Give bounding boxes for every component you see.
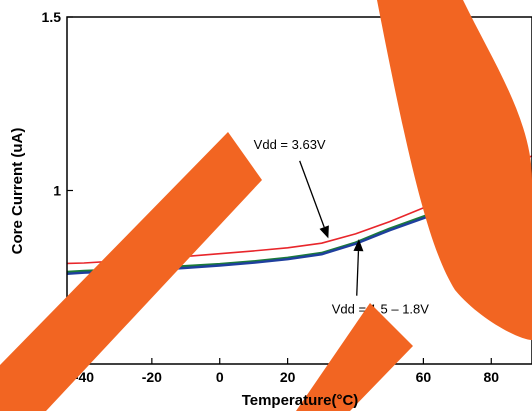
annotation-arrowhead-1 bbox=[319, 225, 329, 239]
y-tick-label: 1.5 bbox=[42, 9, 62, 25]
overlay-stroke-left bbox=[0, 132, 262, 411]
x-tick-label: 60 bbox=[416, 369, 432, 385]
x-tick-label: -20 bbox=[142, 369, 162, 385]
annotation-arrow-2 bbox=[356, 251, 360, 296]
annotation-arrowhead-2 bbox=[353, 239, 364, 252]
x-tick-label: 0 bbox=[216, 369, 224, 385]
x-tick-label: 80 bbox=[483, 369, 499, 385]
y-axis-title: Core Current (uA) bbox=[9, 128, 26, 255]
annotation-label-1: Vdd = 3.63V bbox=[254, 137, 326, 152]
plot-frame bbox=[66, 16, 532, 365]
annotation-arrow-1 bbox=[299, 160, 325, 228]
x-axis-title: Temperature(°C) bbox=[242, 392, 359, 409]
overlay-stroke-bottom bbox=[296, 303, 413, 411]
y-tick-label: 1 bbox=[53, 183, 61, 199]
overlay-stroke-arc bbox=[377, 0, 532, 340]
x-tick-label: 20 bbox=[280, 369, 296, 385]
annotations: Vdd = 3.63V Vdd = 1.5 – 1.8V bbox=[254, 137, 430, 317]
annotation-label-2: Vdd = 1.5 – 1.8V bbox=[332, 302, 430, 317]
